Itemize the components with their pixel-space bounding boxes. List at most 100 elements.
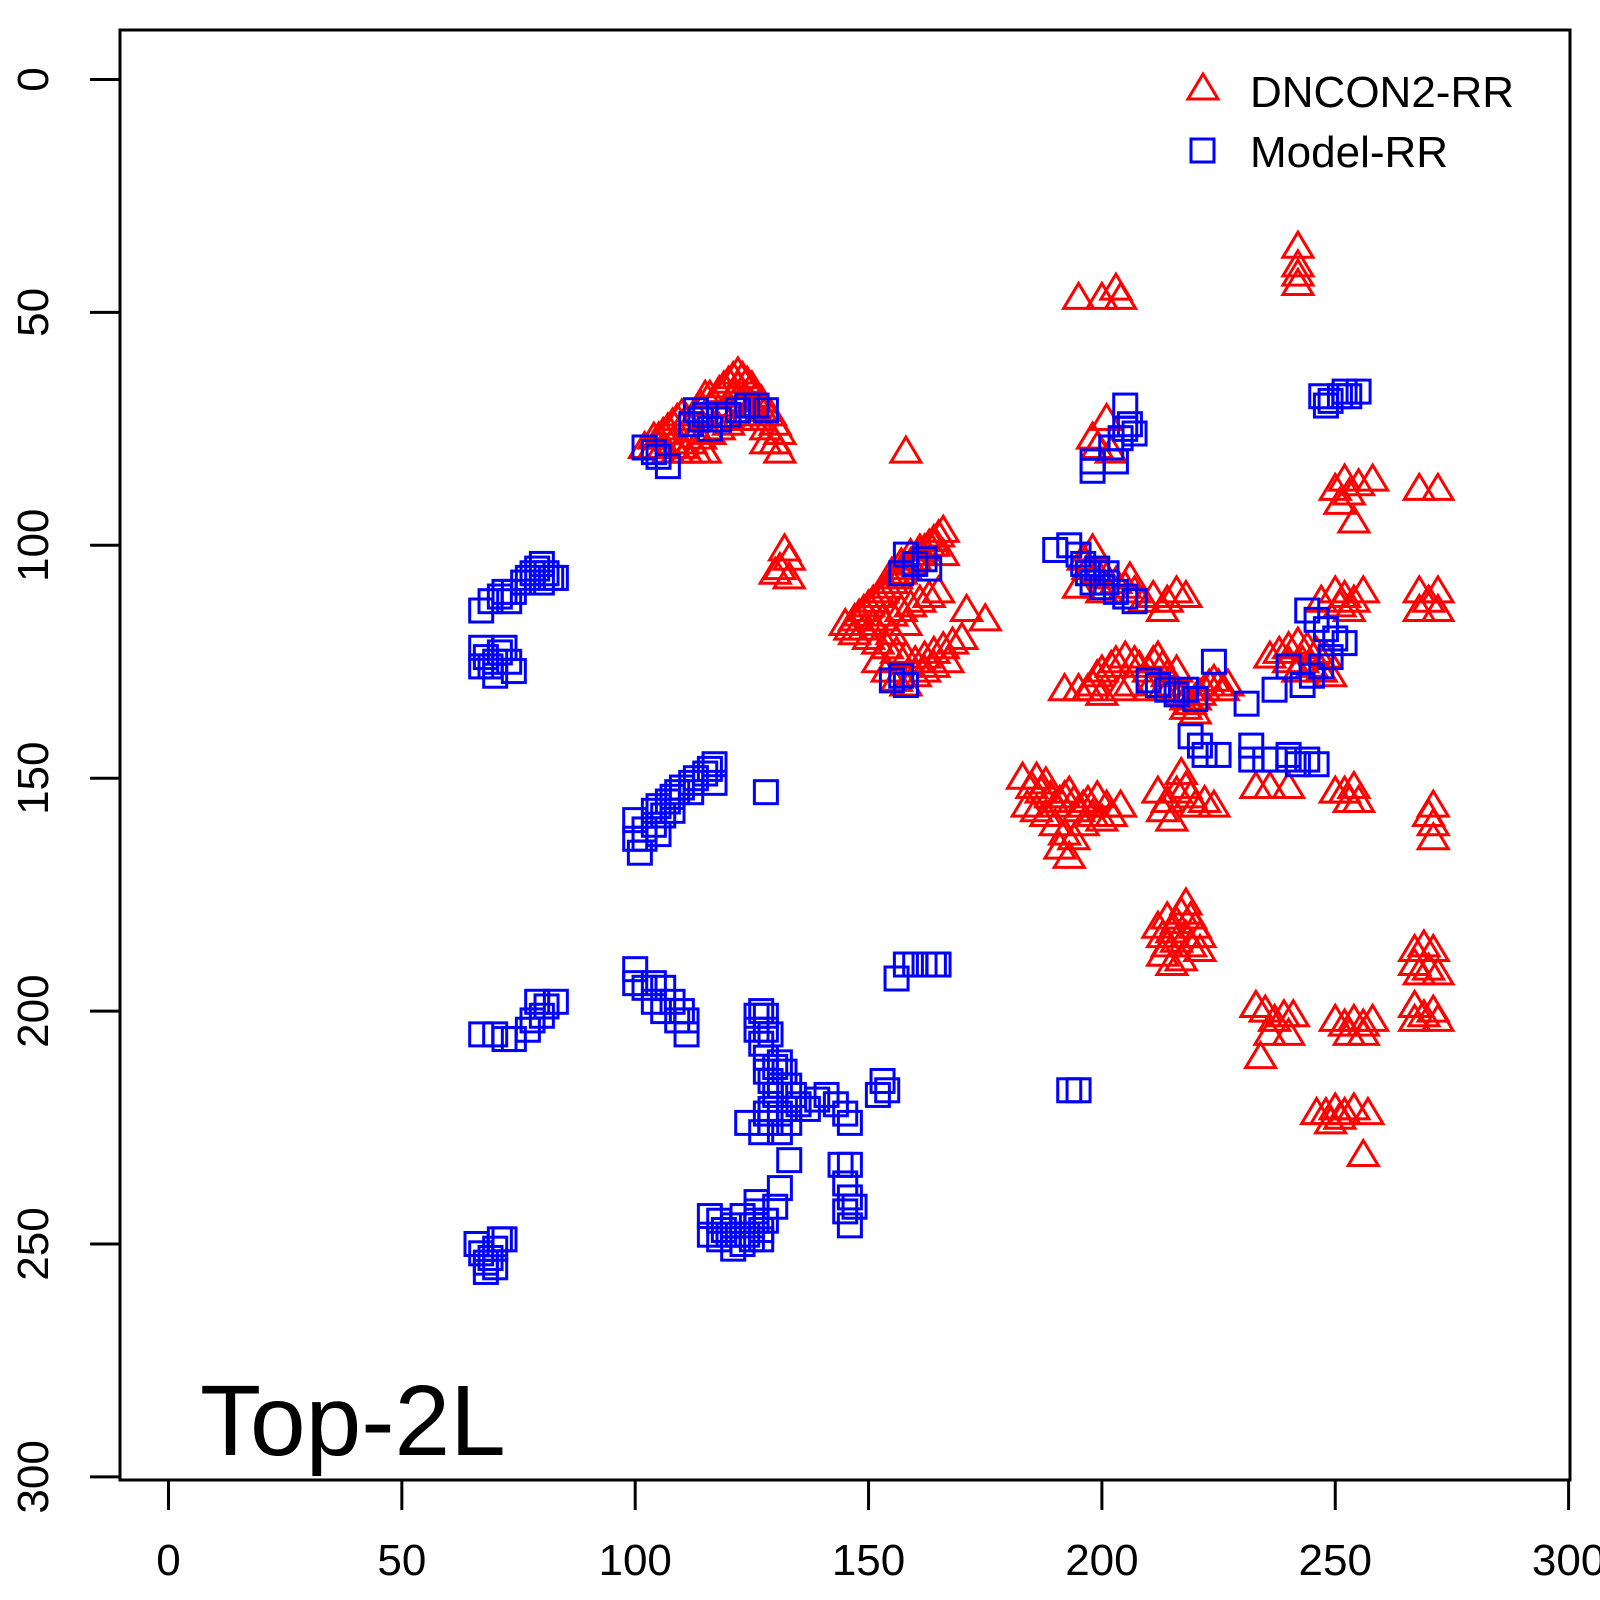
model-rr-point (752, 1016, 779, 1043)
y-tick-label: 300 (9, 1440, 58, 1513)
model-rr-point (1172, 676, 1199, 703)
dncon2-rr-point (1317, 471, 1353, 501)
model-rr-point (1135, 667, 1162, 694)
dncon2-rr-point (1051, 839, 1087, 869)
model-rr-point (883, 965, 910, 992)
model-rr-point (724, 397, 751, 424)
model-rr-point (836, 1212, 863, 1239)
dncon2-rr-point (1336, 504, 1372, 534)
dncon2-rr-point (1322, 1100, 1358, 1130)
dncon2-rr-point (771, 559, 807, 590)
dncon2-rr-point (1018, 760, 1055, 790)
model-rr-point (911, 546, 938, 573)
model-rr-point (1144, 672, 1171, 699)
model-rr-point (836, 1151, 863, 1178)
dncon2-rr-point (1186, 783, 1223, 813)
model-rr-point (528, 569, 555, 596)
dncon2-rr-point (888, 606, 924, 636)
model-rr-point (500, 1026, 527, 1053)
model-rr-point (1233, 690, 1260, 717)
dncon2-rr-point (1102, 671, 1139, 702)
dncon2-rr-point (1163, 755, 1199, 786)
dncon2-rr-point (1354, 462, 1391, 492)
model-rr-point (701, 751, 728, 778)
dncon2-rr-point (1210, 667, 1246, 697)
model-rr-point (640, 439, 667, 466)
dncon2-rr-point (1107, 639, 1143, 669)
dncon2-rr-point (1168, 918, 1204, 949)
model-rr-point (1121, 588, 1148, 615)
model-rr-point (482, 1021, 509, 1048)
dncon2-rr-point (1331, 592, 1367, 623)
model-rr-point (804, 1086, 831, 1113)
dncon2-rr-point (1322, 587, 1358, 618)
dncon2-rr-point (1158, 573, 1195, 604)
model-rr-point (715, 1221, 742, 1248)
dncon2-rr-point (1102, 280, 1139, 310)
model-rr-point (659, 797, 686, 824)
model-rr-point (682, 765, 709, 792)
dncon2-rr-point (1205, 671, 1241, 702)
dncon2-rr-point (1336, 1002, 1372, 1032)
model-rr-point (766, 1175, 793, 1202)
dncon2-rr-point (1074, 797, 1111, 827)
model-rr-point (631, 825, 658, 852)
model-rr-point (631, 434, 658, 461)
dncon2-rr-point (925, 629, 961, 660)
dncon2-rr-point (1420, 1002, 1456, 1032)
model-rr-point (762, 1193, 789, 1220)
dncon2-rr-point (874, 597, 910, 627)
model-rr-point (468, 1021, 495, 1048)
model-rr-point (1294, 597, 1321, 624)
model-rr-point (640, 970, 667, 997)
dncon2-rr-point (1070, 671, 1106, 702)
model-rr-point (626, 839, 653, 866)
model-rr-point (1238, 746, 1265, 773)
dncon2-rr-point (1401, 471, 1437, 501)
model-rr-point (878, 667, 905, 694)
model-rr-point (1177, 723, 1204, 750)
model-rr-point (1284, 751, 1311, 778)
model-rr-point (869, 1067, 896, 1094)
model-rr-point (841, 1193, 868, 1220)
dncon2-rr-point (906, 653, 943, 683)
model-rr-point (925, 951, 952, 978)
legend: DNCON2-RR Model-RR (1185, 68, 1514, 177)
dncon2-rr-point (916, 522, 952, 553)
model-rr-point (832, 1100, 859, 1127)
model-rr-point (748, 1119, 775, 1146)
model-rr-point (1252, 746, 1279, 773)
dncon2-rr-point (1317, 1002, 1353, 1032)
model-rr-point (743, 1189, 770, 1216)
model-rr-point (1116, 411, 1143, 438)
model-rr-point (468, 1240, 495, 1267)
model-rr-point (874, 1077, 901, 1104)
dncon2-rr-point (1158, 774, 1195, 804)
model-rr-point (692, 760, 719, 787)
model-rr-point (785, 1091, 812, 1118)
model-rr-point (766, 1119, 793, 1146)
model-rr-point (1154, 676, 1181, 703)
model-rr-point (696, 415, 723, 442)
y-tick-label: 250 (9, 1207, 58, 1280)
x-tick-label: 250 (1299, 1536, 1372, 1585)
model-rr-point (1098, 434, 1125, 461)
model-rr-point (673, 1021, 700, 1048)
model-rr-point (1308, 653, 1335, 680)
x-tick-label: 150 (832, 1536, 905, 1585)
model-rr-point (752, 1207, 779, 1234)
dncon2-rr-point (687, 434, 723, 464)
dncon2-rr-point (930, 643, 966, 674)
dncon2-rr-point (1420, 471, 1456, 501)
model-rr-point (1186, 732, 1213, 759)
model-rr-point (1317, 387, 1344, 414)
dncon2-rr-point (1420, 955, 1456, 986)
y-tick-label: 150 (9, 741, 58, 814)
model-rr-point (701, 769, 728, 796)
model-rr-point (477, 1244, 504, 1271)
dncon2-rr-point (1345, 573, 1381, 604)
dncon2-rr-point (1280, 653, 1316, 683)
dncon2-rr-point (1406, 927, 1442, 958)
model-rr-point (836, 1109, 863, 1136)
dncon2-rr-point (916, 648, 952, 678)
